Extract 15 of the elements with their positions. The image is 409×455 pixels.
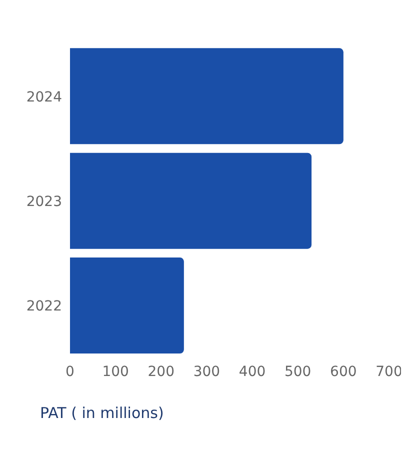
x-axis-title: PAT ( in millions): [40, 404, 164, 422]
bar: [70, 152, 312, 249]
y-tick-label: 2024: [26, 89, 62, 106]
x-tick-label: 700: [376, 364, 402, 380]
bar: [70, 258, 184, 354]
x-tick-label: 600: [330, 364, 357, 380]
bar: [70, 48, 344, 144]
x-tick-label: 400: [238, 364, 266, 380]
x-tick-label: 300: [193, 364, 220, 380]
x-tick-label: 500: [284, 364, 312, 380]
y-tick-label: 2022: [26, 298, 62, 315]
y-tick-label: 2023: [26, 194, 62, 210]
x-tick-label: 200: [148, 364, 175, 380]
x-tick-label: 0: [66, 364, 74, 380]
x-tick-label: 100: [102, 364, 129, 380]
